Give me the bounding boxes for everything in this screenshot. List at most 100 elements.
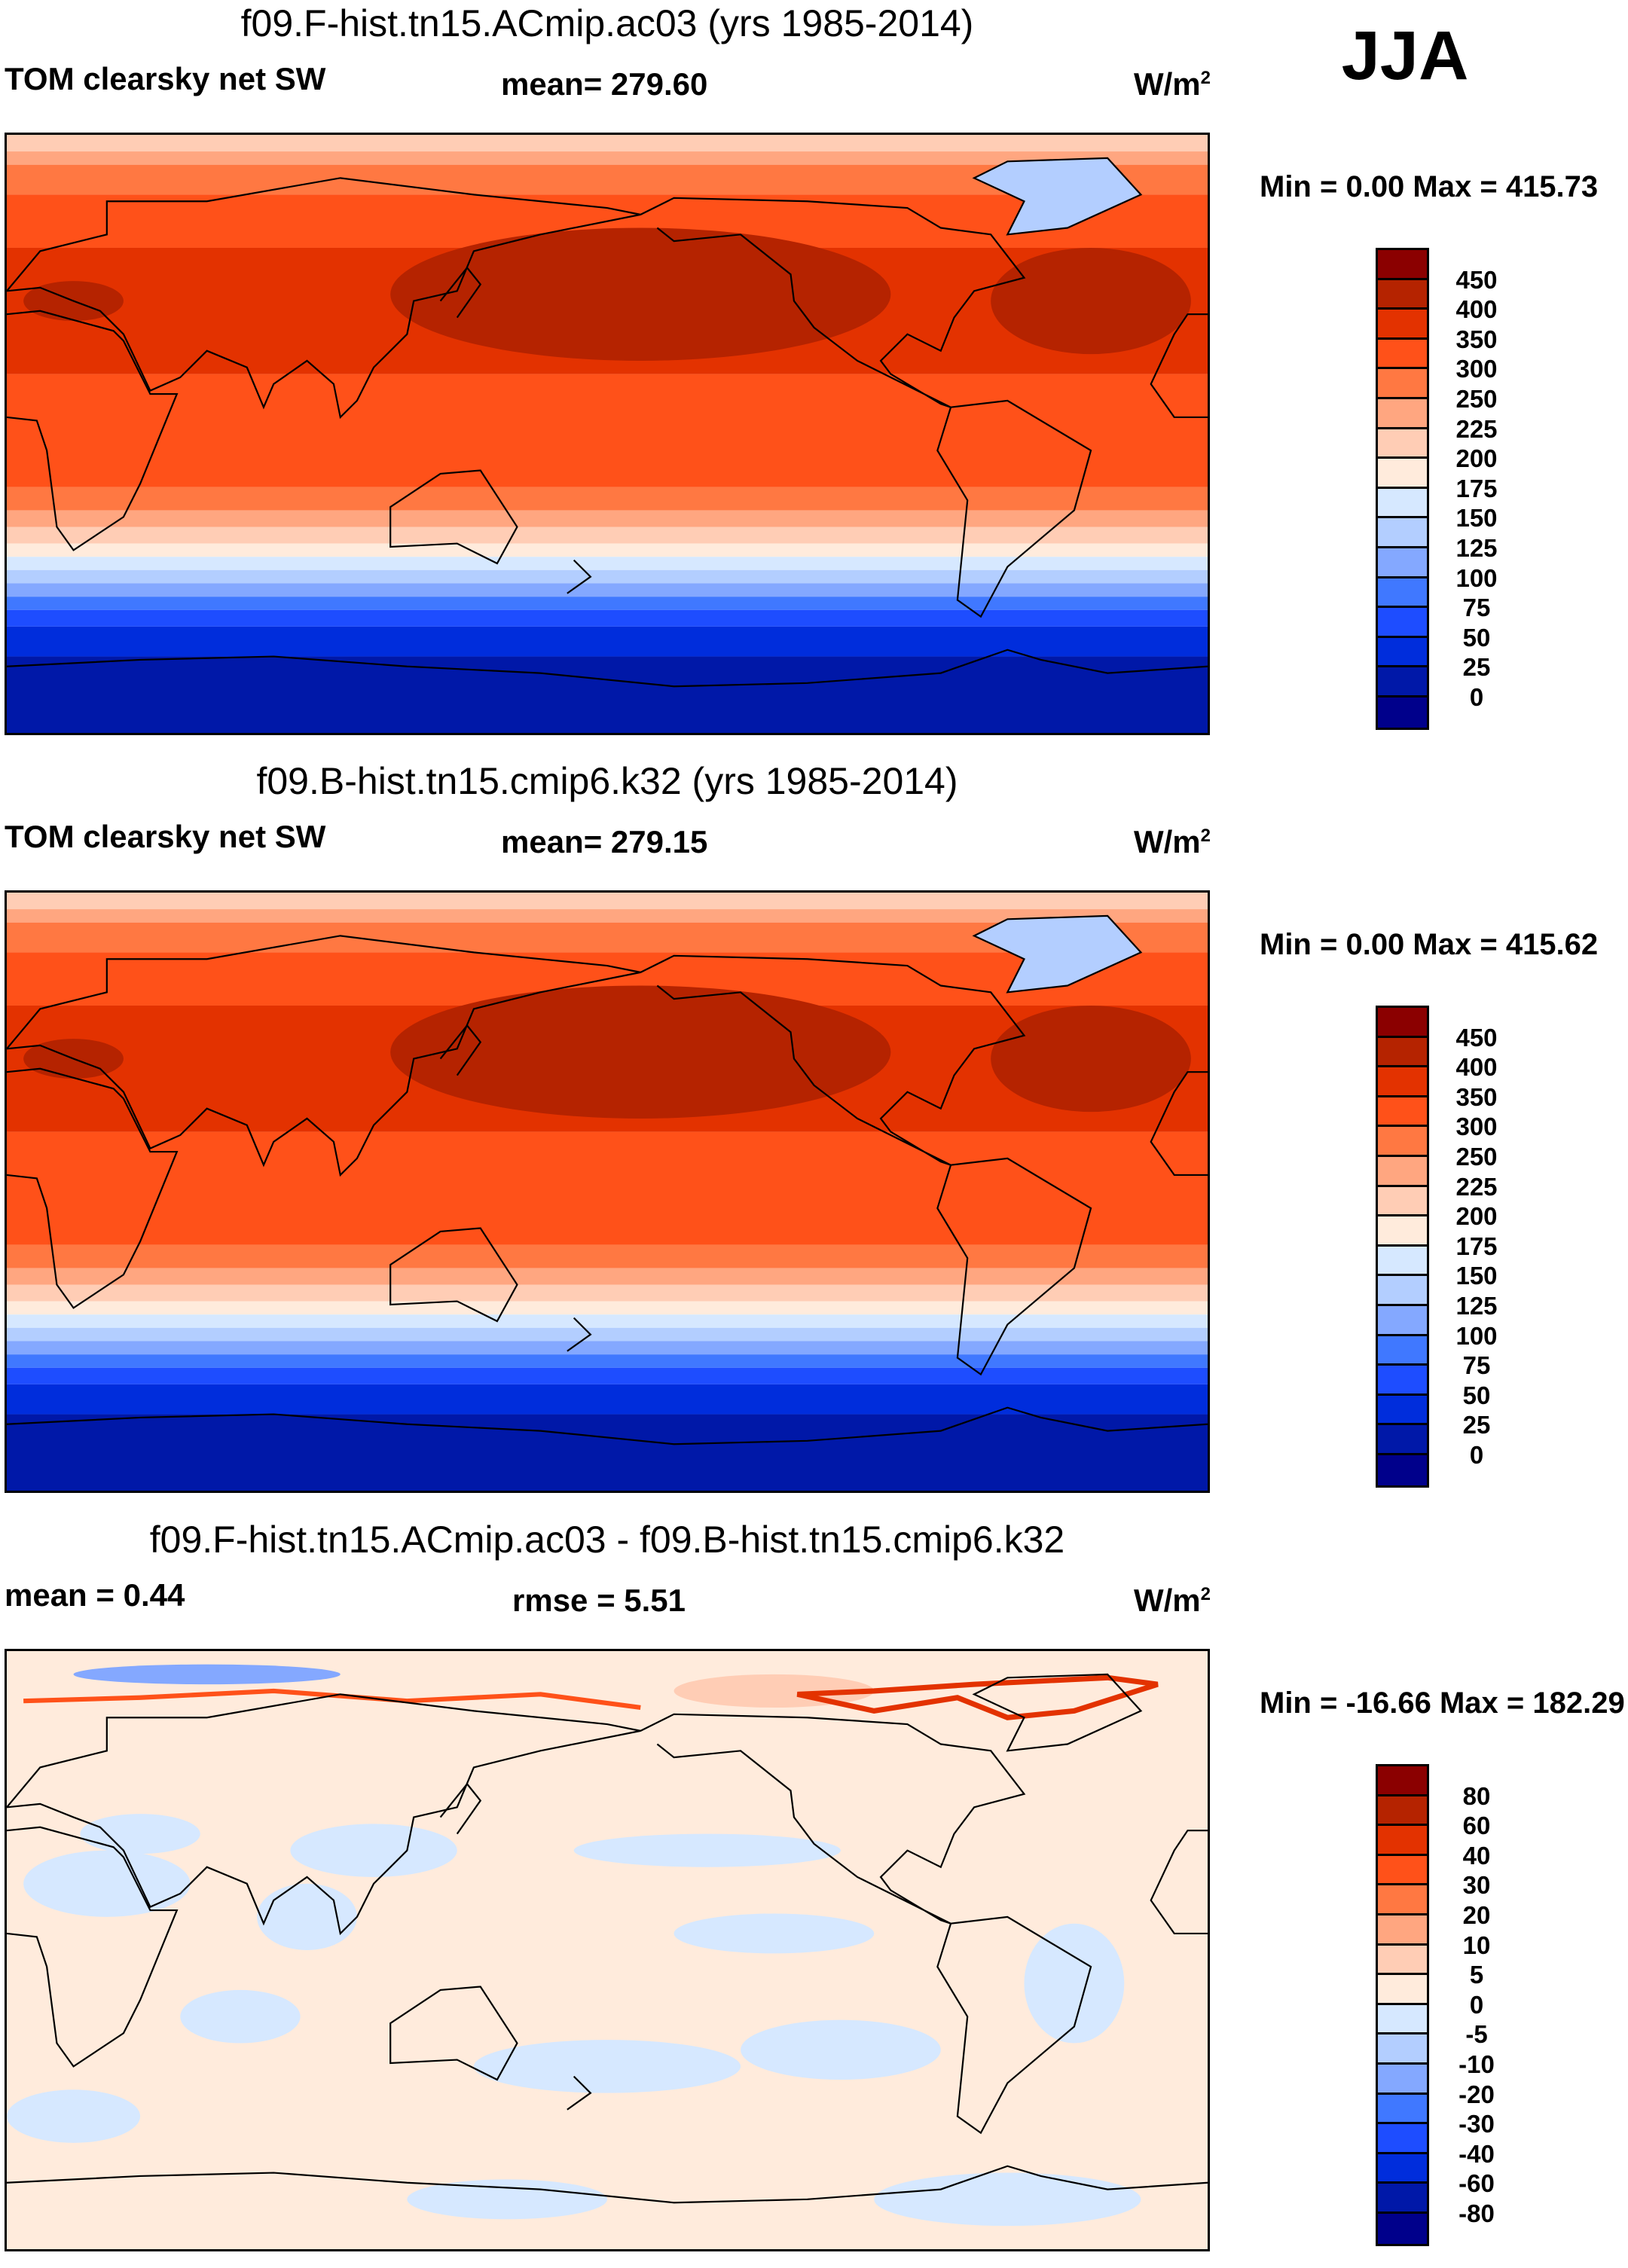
colorbar-tick-label: 25: [1462, 1411, 1491, 1439]
colorbar-tick-label: -60: [1458, 2169, 1495, 2198]
colorbar-swatch: [1378, 1127, 1427, 1157]
contour-band: [7, 135, 1208, 152]
colorbar-tick-label: 20: [1462, 1901, 1491, 1929]
contour-region: [23, 1850, 191, 1917]
contour-region: [407, 2179, 607, 2220]
colorbar-tick-label: 175: [1455, 1232, 1498, 1260]
colorbar-swatch: [1378, 2154, 1427, 2184]
contour-band: [7, 1192, 1208, 1245]
contour-region: [180, 1989, 301, 2044]
colorbar-tick-label: 40: [1462, 1841, 1491, 1870]
colorbar-swatch: [1378, 1975, 1427, 2005]
panel-title: f09.F-hist.tn15.ACmip.ac03 - f09.B-hist.…: [149, 1519, 1065, 1561]
colorbar-tick-label: 25: [1462, 653, 1491, 682]
colorbar-swatch: [1378, 1366, 1427, 1396]
contour-band: [7, 1314, 1208, 1328]
contour-region: [390, 985, 891, 1119]
colorbar-tick-label: 225: [1455, 1172, 1498, 1201]
contour-region: [573, 1833, 841, 1867]
colorbar-tick-label: 125: [1455, 1292, 1498, 1320]
coastline: [936, 1157, 1092, 1376]
coastline: [936, 399, 1092, 618]
contour-region: [1024, 1923, 1125, 2044]
coastline: [972, 1673, 1143, 1752]
colorbar-swatch: [1378, 2034, 1427, 2065]
variable-label: TOM clearsky net SW: [5, 61, 326, 96]
colorbar-tick-label: 250: [1455, 1143, 1498, 1171]
mean-label: mean= 279.15: [501, 824, 708, 859]
contour-band: [7, 1268, 1208, 1285]
contour-band: [7, 1244, 1208, 1268]
contour-band: [7, 1651, 1208, 2249]
contour-band: [7, 1384, 1208, 1415]
colorbar-tick-label: 0: [1469, 1441, 1484, 1469]
colorbar-tick-label: 50: [1462, 1381, 1491, 1409]
coastline: [936, 1915, 1092, 2135]
colorbar-tick-label: -20: [1458, 2080, 1495, 2108]
colorbar-tick-label: 200: [1455, 444, 1498, 473]
contour-band: [7, 893, 1208, 910]
colorbar-swatch: [1378, 1335, 1427, 1366]
contour-region: [390, 227, 891, 361]
coastline: [389, 469, 518, 565]
colorbar-tick-label: 125: [1455, 534, 1498, 562]
map-panel: [5, 890, 1210, 1493]
colorbar-tick-label: 50: [1462, 623, 1491, 652]
colorbar-swatch: [1378, 1395, 1427, 1426]
min-max-label: Min = 0.00 Max = 415.62: [1260, 928, 1599, 961]
colorbar-swatch: [1378, 548, 1427, 578]
contour-region: [991, 1005, 1191, 1113]
contour-band: [7, 543, 1208, 557]
min-max-label: Min = -16.66 Max = 182.29: [1260, 1687, 1625, 1720]
colorbar-tick-label: -5: [1465, 2020, 1488, 2049]
colorbar-tick-label: 350: [1455, 325, 1498, 353]
contour-region: [73, 1664, 341, 1685]
colorbar-swatch: [1378, 518, 1427, 548]
contour-band: [7, 609, 1208, 627]
colorbar-tick-label: 150: [1455, 1262, 1498, 1290]
colorbar-tick-label: 75: [1462, 594, 1491, 622]
colorbar-swatch: [1378, 1037, 1427, 1068]
colorbar-tick-label: -80: [1458, 2199, 1495, 2227]
coastline: [1150, 1830, 1208, 1935]
colorbar-swatch: [1378, 1766, 1427, 1796]
contour-region: [991, 247, 1191, 355]
contour-band: [7, 510, 1208, 527]
colorbar: [1376, 1764, 1429, 2246]
coastline: [567, 1317, 592, 1352]
contour-band: [7, 583, 1208, 597]
colorbar-swatch: [1378, 310, 1427, 340]
contour-band: [7, 487, 1208, 511]
map-panel: [5, 1649, 1210, 2251]
colorbar-tick-label: 60: [1462, 1812, 1491, 1840]
colorbar: [1376, 1006, 1429, 1488]
contour-region: [290, 1824, 457, 1877]
contour-band: [7, 1354, 1208, 1368]
coastline: [439, 1782, 482, 1835]
colorbar-swatch: [1378, 697, 1427, 728]
contour-band: [7, 1367, 1208, 1384]
colorbar-swatch: [1378, 1855, 1427, 1886]
coastline: [7, 1067, 179, 1309]
contour-band: [7, 909, 1208, 923]
coastline: [7, 310, 179, 551]
map-svg: [7, 135, 1208, 733]
contour-band: [7, 569, 1208, 584]
contour-band: [7, 1414, 1208, 1491]
contour-region: [7, 2089, 141, 2143]
colorbar-swatch: [1378, 250, 1427, 280]
contour-region: [796, 1674, 1159, 1720]
colorbar-swatch: [1378, 1216, 1427, 1247]
panel-title: f09.B-hist.tn15.cmip6.k32 (yrs 1985-2014…: [256, 760, 958, 802]
colorbar-swatch: [1378, 1796, 1427, 1827]
colorbar-swatch: [1378, 2213, 1427, 2244]
coastline: [1150, 313, 1208, 419]
contour-region: [974, 915, 1141, 993]
coastline: [972, 157, 1143, 236]
colorbar-swatch: [1378, 2004, 1427, 2035]
units-label: W/m2: [1134, 66, 1211, 102]
colorbar-swatch: [1378, 2124, 1427, 2154]
colorbar-tick-label: 0: [1469, 683, 1484, 711]
contour-region: [257, 1883, 357, 1950]
coastline: [640, 1713, 1026, 1925]
